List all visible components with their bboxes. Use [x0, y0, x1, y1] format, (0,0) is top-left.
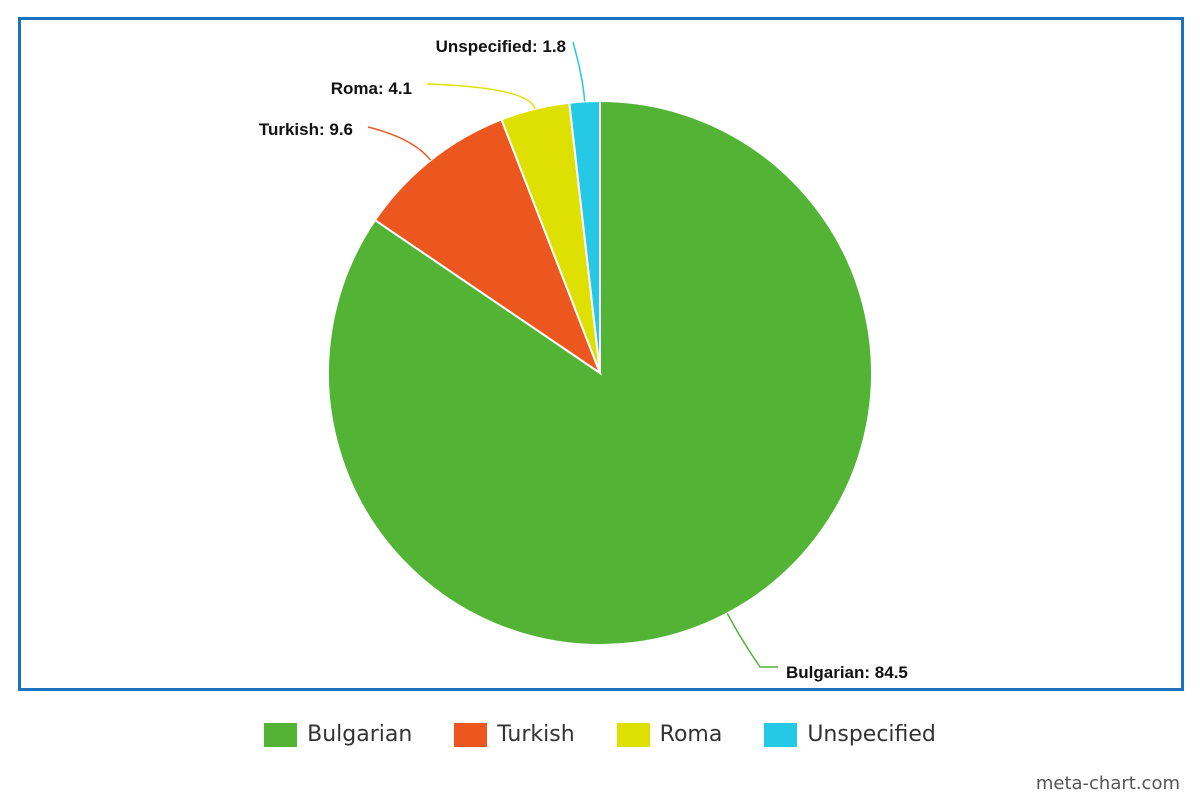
- label-connectors: [367, 41, 778, 668]
- legend-item-unspecified[interactable]: Unspecified: [764, 722, 936, 747]
- legend-swatch-roma: [616, 722, 650, 747]
- legend-label-turkish: Turkish: [497, 722, 575, 747]
- legend-item-turkish[interactable]: Turkish: [454, 722, 575, 747]
- label-connector-bulgarian: [726, 613, 778, 668]
- slice-label-bulgarian: Bulgarian: 84.5: [786, 663, 908, 682]
- slice-label-turkish: Turkish: 9.6: [259, 120, 353, 139]
- pie-chart: Bulgarian: 84.5 Turkish: 9.6 Roma: 4.1 Unsp…: [259, 37, 908, 682]
- legend-item-bulgarian[interactable]: Bulgarian: [264, 722, 412, 747]
- label-connector-unspecified: [572, 41, 586, 102]
- label-connector-turkish: [367, 126, 432, 161]
- legend: Bulgarian Turkish Roma Unspecified: [0, 722, 1200, 747]
- legend-swatch-bulgarian: [264, 722, 298, 747]
- legend-swatch-turkish: [454, 722, 488, 747]
- legend-label-bulgarian: Bulgarian: [307, 722, 413, 747]
- chart-frame: [18, 17, 1184, 691]
- legend-label-unspecified: Unspecified: [807, 722, 936, 747]
- slice-label-roma: Roma: 4.1: [331, 79, 412, 98]
- watermark-text: meta-chart.com: [1035, 773, 1180, 794]
- pie-slices: [327, 99, 873, 646]
- legend-item-roma[interactable]: Roma: [616, 722, 723, 747]
- legend-label-roma: Roma: [659, 722, 723, 747]
- pie-slice-turkish[interactable]: [373, 118, 603, 376]
- legend-swatch-unspecified: [764, 722, 798, 747]
- pie-slice-unspecified[interactable]: [568, 99, 601, 374]
- slice-label-unspecified: Unspecified: 1.8: [436, 37, 566, 56]
- slice-labels: Bulgarian: 84.5 Turkish: 9.6 Roma: 4.1 Unsp…: [259, 37, 908, 682]
- label-connector-roma: [426, 83, 536, 110]
